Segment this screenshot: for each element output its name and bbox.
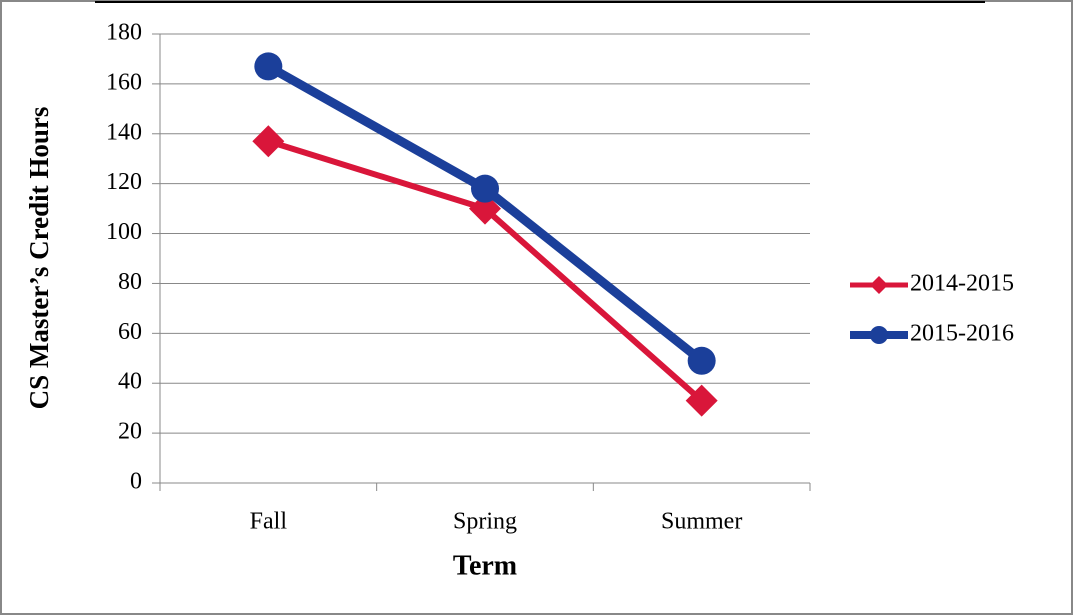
marker <box>870 276 888 294</box>
x-tick-label: Summer <box>661 509 742 535</box>
x-axis-title: Term <box>453 550 517 581</box>
marker <box>254 52 283 81</box>
y-tick-label: 20 <box>118 419 142 445</box>
y-tick-label: 0 <box>130 469 142 495</box>
y-tick-label: 100 <box>106 219 142 245</box>
y-tick-label: 160 <box>106 69 142 95</box>
x-tick-label: Spring <box>453 509 517 535</box>
marker <box>685 384 718 417</box>
y-tick-label: 140 <box>106 119 142 145</box>
marker <box>471 174 499 203</box>
x-tick-label: Fall <box>250 509 288 535</box>
marker <box>252 125 285 158</box>
marker <box>870 326 888 344</box>
y-tick-label: 60 <box>118 319 142 345</box>
marker <box>687 346 716 375</box>
y-tick-label: 40 <box>118 369 142 395</box>
y-tick-label: 180 <box>106 20 142 46</box>
y-tick-label: 80 <box>118 269 142 295</box>
y-axis-title: CS Master’s Credit Hours <box>24 107 54 410</box>
legend-label: 2014-2015 <box>910 271 1014 297</box>
legend-label: 2015-2016 <box>910 321 1014 347</box>
y-tick-label: 120 <box>106 169 142 195</box>
